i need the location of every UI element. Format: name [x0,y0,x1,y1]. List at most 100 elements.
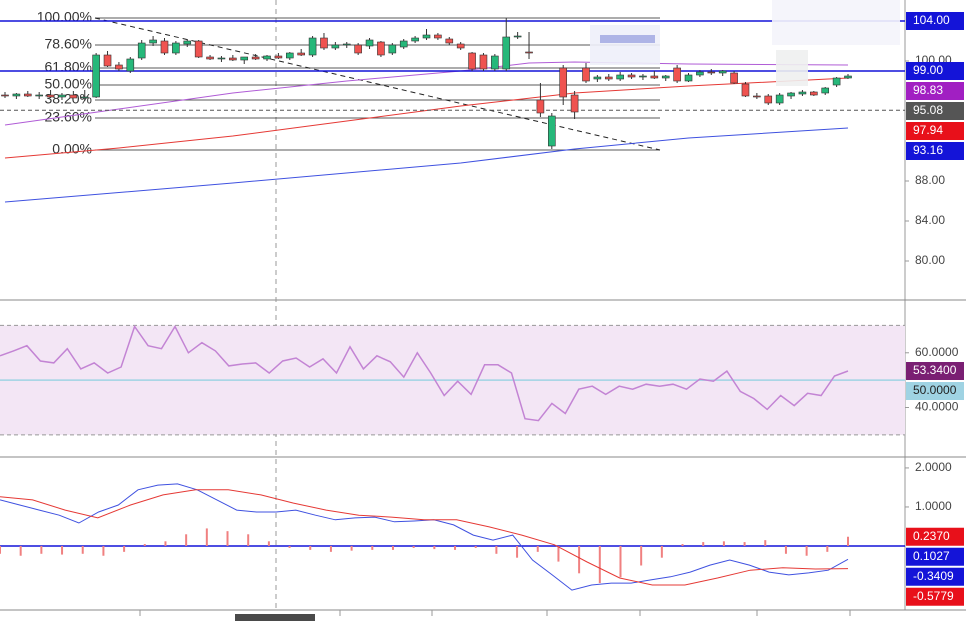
candle-body [513,35,522,38]
candle-body [718,70,727,74]
candle-body [798,91,807,95]
fib-label: 78.60% [45,36,92,52]
candle-body [821,87,830,94]
macd-line [0,483,849,591]
histogram-bar [123,545,126,552]
blurred-overlays [590,0,900,86]
price-label: 0.2370 [913,529,950,543]
price-label: 99.00 [913,63,943,77]
candle-body [673,67,681,82]
price-label: -0.5779 [913,589,954,603]
indicator-line [4,127,849,203]
y-tick-label: 40.0000 [915,400,959,414]
blurred-box [776,50,808,86]
price-label-box [906,547,964,566]
y-tick-label: 2.0000 [915,460,952,474]
candle-body [434,34,442,39]
candle-body [411,37,419,42]
histogram-bar [536,545,539,552]
histogram-bar [722,541,725,546]
candle-body [46,94,55,98]
candle-body [172,42,180,54]
candle-body [23,93,32,97]
candle-body [570,94,579,113]
candle-body [582,67,590,82]
histogram-bar [143,544,146,546]
candle-body [137,42,146,59]
candle-body [559,67,568,98]
candle-body [696,71,704,76]
candle-body [832,77,841,86]
price-label: 98.83 [913,83,943,97]
blurred-box [772,0,900,45]
price-label-box [906,587,964,606]
candle-body [92,54,100,98]
candle-body [320,37,328,49]
candle-body [707,71,716,74]
fib-label: 0.00% [52,141,92,157]
histogram-bar [557,545,560,562]
candle-body [149,39,157,44]
price-label: 93.16 [913,143,943,157]
candle-body [741,83,750,97]
histogram-bar [805,545,808,556]
fib-label: 23.60% [45,109,92,125]
candle-body [377,41,385,56]
price-label-box [906,382,964,401]
candle-body [126,58,135,72]
histogram-bar [784,545,787,554]
price-label-box [906,82,964,100]
y-tick-label: 80.00 [915,253,945,267]
histogram-bar [226,531,229,546]
price-label: 53.3400 [913,363,957,377]
price-label: 95.08 [913,103,943,117]
crosshair-time-box [235,614,315,621]
candle-body [194,40,203,58]
time-ticks [139,610,851,616]
histogram-bar [412,545,415,548]
candle-body [730,72,738,84]
histogram-bar [598,545,601,584]
candle-body [604,76,613,80]
candle-body [251,56,260,60]
histogram-bar [309,545,312,550]
candle-body [80,96,89,99]
candle-body [764,95,773,104]
histogram-bar [350,545,353,551]
candle-body [160,40,169,54]
histogram-bar [681,544,684,546]
histogram-bar [61,545,64,555]
candle-body [354,44,362,54]
histogram-bar [391,545,394,550]
y-tick-label: 84.00 [915,213,945,227]
histogram-bar [619,545,622,578]
price-label: 104.00 [913,13,950,27]
candle-body [616,74,624,80]
candle-body [69,94,78,99]
candle-body [525,51,533,54]
macd-line [0,489,849,586]
candle-body [456,43,465,49]
candle-body [491,55,499,70]
candle-body [639,75,647,78]
histogram-bar [247,534,250,546]
price-label-box [906,362,964,381]
candle-body [1,94,9,97]
candle-body [661,75,670,79]
candle-body [650,75,659,79]
price-label-box [906,62,964,80]
candle-body [388,44,397,54]
price-label: 50.0000 [913,383,957,397]
candle-body [468,52,476,70]
histogram-bar [640,545,643,566]
price-label-box [906,142,964,160]
price-label: 0.1027 [913,549,950,563]
histogram-bar [329,545,332,552]
histogram-bar [660,545,663,558]
y-tick-label: 1.0000 [915,499,952,513]
candle-body [548,115,556,147]
histogram-bar [102,545,105,556]
histogram-bar [205,528,208,546]
